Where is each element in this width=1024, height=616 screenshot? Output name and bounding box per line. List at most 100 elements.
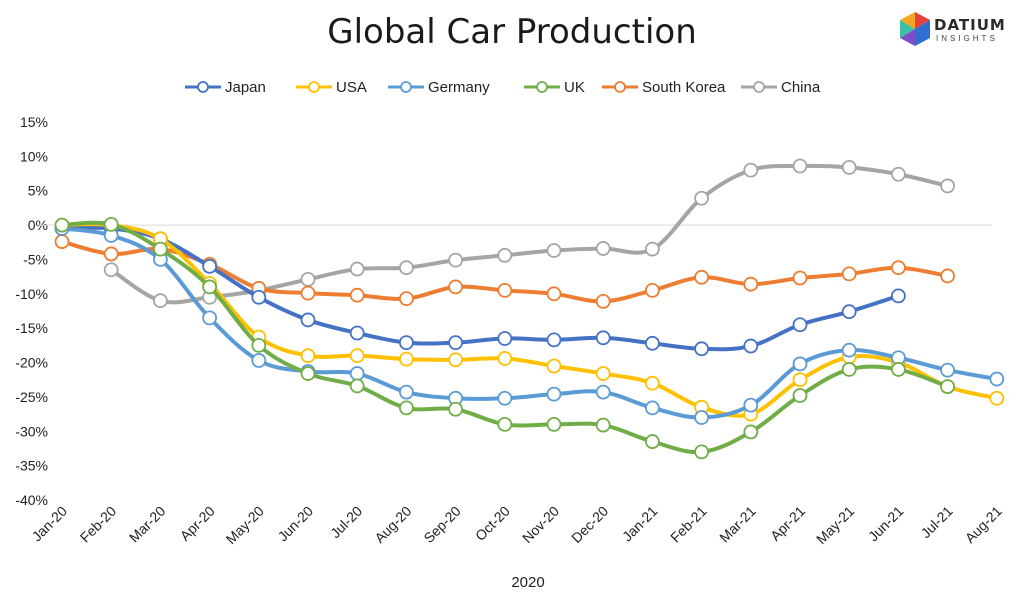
uk-point [694, 444, 709, 460]
datium-logo-mark-icon [900, 12, 930, 46]
usa-point [349, 348, 365, 364]
china-point [152, 293, 168, 309]
south-korea-point [743, 276, 759, 292]
x-tick-label: May-21 [813, 503, 857, 547]
usa-point [497, 351, 513, 366]
china-point [694, 190, 709, 206]
series-germany [54, 221, 1005, 425]
x-tick-label: Jul-20 [327, 503, 365, 541]
germany-point [202, 310, 218, 326]
legend-item-germany: Germany [388, 79, 490, 96]
south-korea-point [792, 270, 808, 286]
logo-wordmark: DATIUM [934, 16, 1006, 34]
japan-point [349, 325, 365, 341]
series-usa [54, 217, 1005, 422]
x-tick-label: Feb-21 [667, 503, 710, 546]
uk-point [595, 417, 611, 433]
china-point [448, 252, 464, 268]
series-uk [54, 217, 955, 460]
x-tick-label: Aug-20 [371, 503, 414, 546]
china-point [891, 166, 906, 182]
legend-marker [308, 81, 320, 93]
x-tick-label: Aug-21 [962, 503, 1005, 546]
germany-point [694, 410, 709, 425]
japan-point [891, 288, 906, 304]
usa-point [989, 390, 1005, 406]
south-korea-point [841, 266, 857, 282]
south-korea-point [448, 279, 464, 295]
south-korea-point [891, 260, 906, 276]
logo-facet-4 [915, 20, 930, 46]
uk-point [300, 366, 316, 381]
y-tick-label: 0% [28, 217, 48, 233]
uk-point [251, 337, 267, 353]
usa-point [546, 358, 562, 374]
x-tick-label: Mar-20 [126, 503, 169, 546]
legend-marker [614, 81, 626, 93]
uk-point [103, 217, 119, 232]
china-point [743, 162, 759, 178]
x-axis-title: 2020 [511, 574, 544, 591]
japan-point [497, 331, 513, 346]
japan-point [251, 289, 267, 305]
x-tick-label: Nov-20 [519, 503, 562, 546]
uk-point [743, 424, 759, 440]
germany-point [645, 400, 660, 416]
legend-label: Germany [428, 79, 490, 96]
x-tick-label: Apr-21 [767, 503, 808, 544]
y-tick-label: 10% [20, 148, 48, 164]
germany-point [940, 362, 955, 378]
y-tick-label: -15% [15, 320, 48, 336]
china-point [398, 260, 414, 276]
y-tick-label: -10% [15, 286, 48, 302]
japan-point [743, 338, 759, 354]
uk-point [497, 416, 513, 432]
uk-point [940, 379, 955, 395]
south-korea-point [103, 246, 119, 262]
japan-point [546, 332, 562, 348]
x-tick-label: Jun-21 [865, 503, 907, 545]
japan-point [841, 304, 857, 320]
japan-point [694, 341, 709, 357]
germany-point [497, 390, 513, 406]
germany-point [349, 366, 365, 381]
germany-point [595, 384, 611, 400]
legend-label: China [781, 79, 821, 96]
south-korea-point [694, 269, 709, 285]
germany-line [60, 226, 999, 420]
x-tick-label: Jun-20 [275, 503, 317, 545]
japan-point [792, 317, 808, 333]
y-tick-label: 5% [28, 183, 48, 199]
japan-point [398, 335, 414, 351]
series-japan [54, 221, 906, 357]
south-korea-point [645, 282, 660, 298]
japan-point [595, 330, 611, 346]
uk-point [448, 401, 464, 417]
x-tick-label: Dec-20 [568, 503, 611, 546]
x-tick-label: Jan-20 [29, 503, 71, 545]
south-korea-point [398, 291, 414, 307]
legend-item-uk: UK [524, 79, 585, 96]
x-tick-label: Oct-20 [472, 503, 513, 544]
x-tick-label: Jul-21 [917, 503, 955, 541]
uk-point [152, 241, 168, 257]
south-korea-point [595, 293, 611, 309]
x-tick-label: Sep-20 [420, 503, 463, 546]
uk-point [349, 378, 365, 394]
y-tick-label: -5% [23, 251, 48, 267]
uk-point [398, 400, 414, 416]
uk-point [546, 416, 562, 432]
china-point [103, 262, 119, 278]
legend-label: South Korea [642, 79, 726, 96]
japan-point [448, 335, 464, 351]
china-point [497, 247, 513, 263]
series-layer [54, 158, 1005, 460]
legend-label: USA [336, 79, 367, 96]
china-point [595, 241, 611, 256]
logo-facet-2 [900, 12, 915, 29]
china-point [300, 271, 316, 287]
usa-point [792, 372, 808, 388]
y-tick-label: -20% [15, 355, 48, 371]
japan-point [645, 335, 660, 351]
